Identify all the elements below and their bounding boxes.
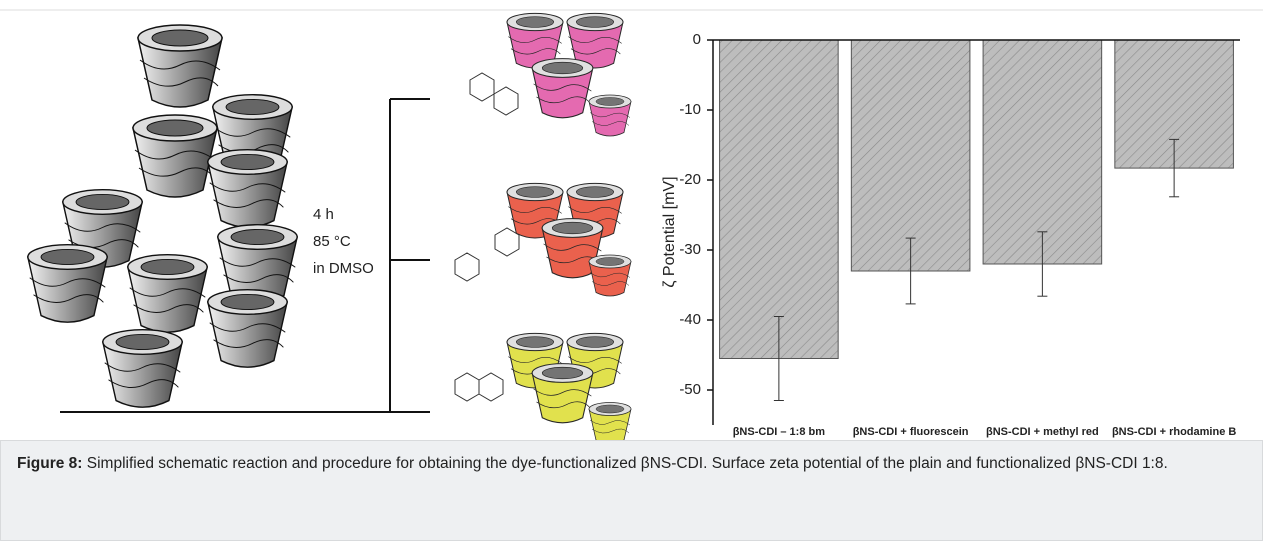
y-tick-label: -40: [679, 311, 701, 328]
bar: [719, 39, 839, 359]
pink-product: [506, 12, 632, 137]
bar: [850, 39, 971, 272]
bar: [982, 39, 1103, 265]
condition: 4 h: [313, 206, 334, 223]
bracket: [60, 98, 430, 413]
x-tick-label: βNS-CDI + methyl red: [986, 426, 1099, 438]
condition: 85 °C: [313, 233, 351, 250]
caption-label: Figure 8:: [17, 455, 83, 472]
y-axis-label: ζ Potential [mV]: [661, 176, 678, 287]
caption: Figure 8: Simplified schematic reaction …: [0, 440, 1263, 541]
x-tick-label: βNS-CDI + rhodamine B: [1112, 426, 1236, 438]
gray-network: [27, 24, 298, 408]
figure: 4 h 85 °C in DMSO ζ Potential [mV] 0 -10 -…: [0, 9, 1263, 440]
y-tick-label: 0: [693, 31, 701, 48]
y-tick-label: -30: [679, 241, 701, 258]
x-tick-label: βNS-CDI + fluorescein: [853, 426, 969, 438]
caption-text: Simplified schematic reaction and proced…: [86, 455, 1168, 472]
y-tick-label: -20: [679, 171, 701, 188]
x-tick-label: βNS-CDI – 1:8 bm: [733, 426, 826, 438]
yellow-product: [506, 332, 632, 440]
y-tick-label: -50: [679, 381, 701, 398]
condition: in DMSO: [313, 260, 374, 277]
red-product: [506, 182, 632, 297]
y-tick-label: -10: [679, 101, 701, 118]
dye-sketches: [454, 72, 520, 402]
